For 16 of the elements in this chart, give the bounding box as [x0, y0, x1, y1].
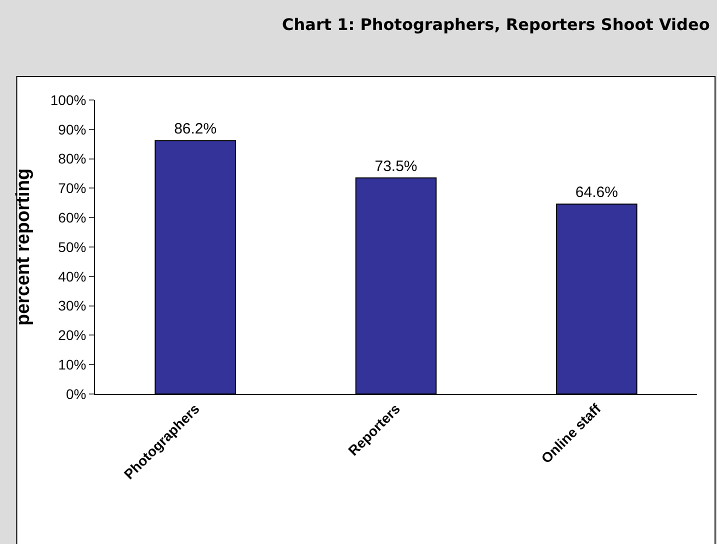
y-tick-label: 10% [58, 356, 86, 372]
y-tick-label: 30% [58, 298, 86, 314]
y-tick-label: 20% [58, 327, 86, 344]
y-tick-label: 80% [58, 150, 86, 167]
chart-title: Chart 1: Photographers, Reporters Shoot Video [282, 15, 710, 34]
y-tick-label: 70% [58, 180, 86, 196]
data-label: 73.5% [374, 158, 418, 175]
y-tick-label: 0% [66, 386, 86, 402]
y-axis-title: percent reporting [13, 168, 34, 326]
y-tick-label: 60% [58, 210, 86, 226]
y-tick-label: 40% [58, 268, 86, 284]
y-tick-label: 100% [50, 92, 86, 108]
y-tick-label: 50% [58, 238, 86, 255]
data-label: 64.6% [575, 184, 618, 202]
y-tick-label: 90% [58, 121, 86, 138]
data-label: 86.2% [174, 120, 217, 138]
